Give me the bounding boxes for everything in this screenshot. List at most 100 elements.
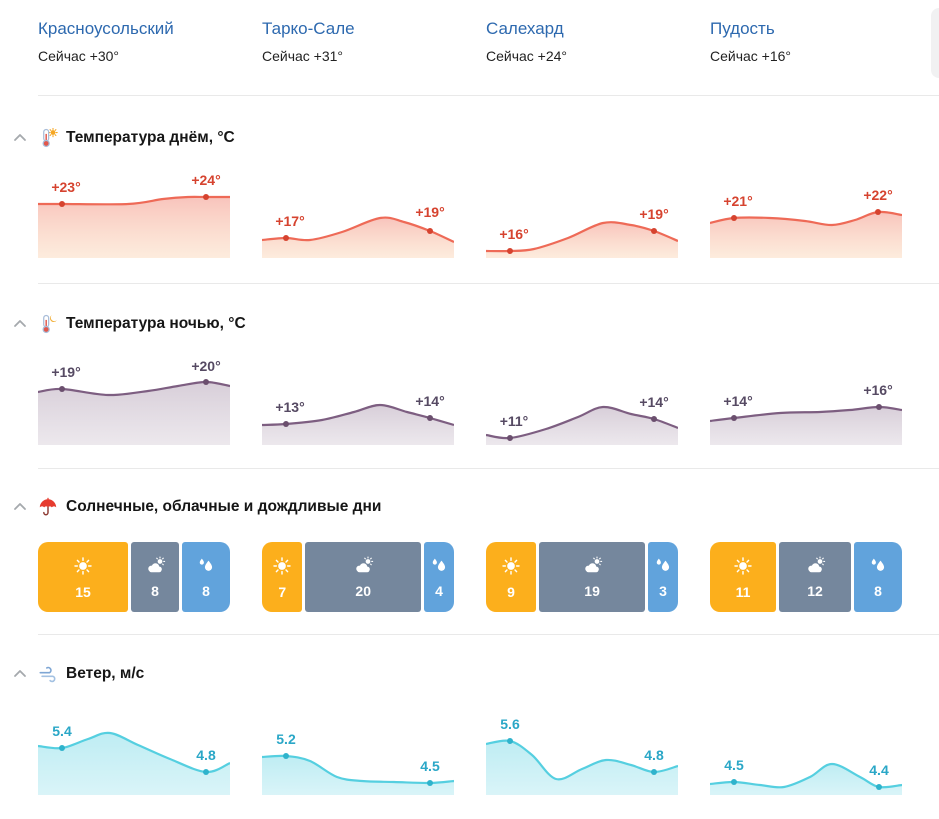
day-types-bar: 7 20 4 [262, 542, 454, 612]
city-header-row: Красноусольский Сейчас +30° Тарко-Сале С… [38, 0, 939, 65]
area-chart [486, 738, 678, 795]
area-chart [486, 221, 678, 258]
city-link[interactable]: Красноусольский [38, 19, 174, 38]
day-types-row: 15 8 8 7 20 4 [38, 542, 939, 612]
divider [38, 634, 939, 635]
chart-point-label: +21° [723, 193, 753, 209]
section-title: Солнечные, облачные и дождливые дни [66, 498, 382, 515]
chart-point-label: +17° [275, 213, 305, 229]
chart-point-label: +23° [51, 179, 81, 195]
area-chart [38, 379, 230, 445]
sunny-days-segment: 7 [262, 542, 303, 612]
sun-behind-cloud-icon [351, 556, 375, 581]
collapse-chevron-icon[interactable] [12, 499, 28, 515]
chart-point-label: 5.2 [276, 731, 296, 747]
city-link[interactable]: Салехард [486, 19, 564, 38]
umbrella-icon [38, 497, 58, 517]
rainy-days-segment: 8 [182, 542, 230, 612]
chart-point-label: +14° [415, 393, 445, 409]
day-temp-chart: +23° +24° [38, 170, 230, 258]
thermometer-moon-icon [38, 314, 58, 334]
wind-icon [38, 664, 58, 684]
day-types-bar: 9 19 3 [486, 542, 678, 612]
rainy-days-segment: 8 [854, 542, 902, 612]
chart-point-label: +14° [723, 393, 753, 409]
rainy-days-count: 8 [202, 582, 210, 599]
area-chart [710, 762, 902, 795]
divider [38, 95, 939, 96]
raindrops-icon [429, 556, 449, 581]
area-chart [262, 753, 454, 795]
city-current-temp: Сейчас +31° [262, 48, 344, 64]
sunny-days-count: 15 [75, 583, 91, 600]
chart-point-label: 5.4 [52, 723, 72, 739]
city-header: Красноусольский Сейчас +30° [38, 18, 230, 65]
city-current-temp: Сейчас +16° [710, 48, 792, 64]
chart-point-label: +13° [275, 399, 305, 415]
chart-point-label: 4.5 [724, 757, 744, 773]
day-types-bar: 11 12 8 [710, 542, 902, 612]
section-header-day-types: Солнечные, облачные и дождливые дни [12, 496, 939, 518]
city-link[interactable]: Тарко-Сале [262, 19, 355, 38]
area-chart [262, 403, 454, 445]
cloudy-days-count: 19 [584, 582, 600, 599]
chart-point-label: +19° [415, 204, 445, 220]
wind-chart: 5.2 4.5 [262, 707, 454, 795]
thermometer-sun-icon [38, 127, 58, 148]
cloudy-days-count: 20 [355, 582, 371, 599]
collapse-chevron-icon[interactable] [12, 130, 28, 146]
chart-point-label: 4.5 [420, 758, 440, 774]
sunny-days-segment: 11 [710, 542, 776, 612]
chart-point-label: 4.4 [869, 762, 889, 778]
night-temp-chart: +13° +14° [262, 357, 454, 445]
sunny-days-segment: 15 [38, 542, 128, 612]
sunny-days-segment: 9 [486, 542, 537, 612]
section-title: Температура днём, °C [66, 129, 235, 146]
city-header: Пудость Сейчас +16° [710, 18, 902, 65]
wind-chart: 5.6 4.8 [486, 707, 678, 795]
chart-point-label: 4.8 [196, 747, 216, 763]
sun-icon [500, 555, 522, 582]
chart-point-label: +16° [499, 226, 529, 242]
sunny-days-count: 7 [278, 583, 287, 600]
night-temp-chart: +19° +20° [38, 357, 230, 445]
collapse-chevron-icon[interactable] [12, 666, 28, 682]
chart-point-label: +16° [863, 382, 893, 398]
collapse-chevron-icon[interactable] [12, 316, 28, 332]
city-link[interactable]: Пудость [710, 19, 775, 38]
cloudy-days-segment: 19 [539, 542, 645, 612]
area-chart [710, 404, 902, 445]
divider [38, 468, 939, 469]
chart-point-label: +24° [191, 172, 221, 188]
day-temp-chart: +17° +19° [262, 170, 454, 258]
section-header-night-temp: Температура ночью, °C [12, 313, 939, 335]
cloudy-days-count: 12 [807, 582, 823, 599]
sun-icon [271, 555, 293, 582]
area-chart [38, 194, 230, 258]
raindrops-icon [196, 556, 216, 581]
sunny-days-count: 9 [507, 583, 515, 600]
night-temp-charts-row: +19° +20° +13° +14° +11° +14° +14° +16° [38, 357, 939, 445]
city-header: Тарко-Сале Сейчас +31° [262, 18, 454, 65]
city-current-temp: Сейчас +30° [38, 48, 120, 64]
rainy-days-count: 8 [874, 582, 882, 599]
rainy-days-segment: 3 [648, 542, 678, 612]
area-chart [710, 209, 902, 258]
rainy-days-segment: 4 [424, 542, 454, 612]
area-chart [262, 216, 454, 258]
chart-point-label: +11° [499, 413, 529, 429]
sun-icon [732, 555, 754, 582]
next-city-card-edge[interactable] [931, 8, 939, 78]
night-temp-chart: +14° +16° [710, 357, 902, 445]
sunny-days-count: 11 [735, 583, 751, 600]
area-chart [486, 405, 678, 445]
chart-point-label: +14° [639, 394, 669, 410]
chart-point-label: +22° [863, 187, 893, 203]
divider [38, 283, 939, 284]
section-header-wind: Ветер, м/с [12, 663, 939, 685]
section-title: Ветер, м/с [66, 665, 145, 682]
chart-point-label: +20° [191, 358, 221, 374]
sun-behind-cloud-icon [580, 556, 604, 581]
city-current-temp: Сейчас +24° [486, 48, 568, 64]
